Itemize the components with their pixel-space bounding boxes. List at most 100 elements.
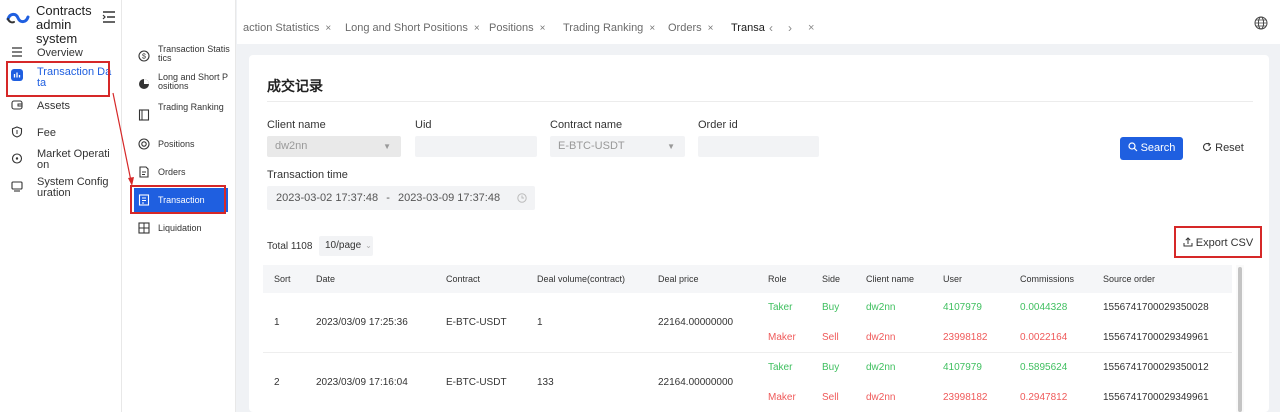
submenu-item-long-short-positions[interactable]: Long and Short Positions <box>134 70 234 98</box>
cell-price: 22164.00000000 <box>658 317 734 328</box>
menu-item-system-configuration[interactable]: System Configuration <box>0 174 122 202</box>
submenu-item-orders[interactable]: Orders <box>134 164 234 192</box>
submenu-label: Transaction Statistics <box>158 44 230 63</box>
search-button[interactable]: Search <box>1120 137 1183 160</box>
page-size-select[interactable]: 10/page ⌄ <box>319 236 373 256</box>
shield-icon <box>11 126 23 138</box>
cell-source-order: 1556741700029349961 <box>1103 332 1209 343</box>
tab-long-short-positions[interactable]: Long and Short Positions × <box>345 20 480 36</box>
table-row[interactable]: 1 2023/03/09 17:25:36 E-BTC-USDT 1 22164… <box>263 293 1232 353</box>
close-icon[interactable]: × <box>808 22 815 34</box>
close-icon[interactable]: × <box>473 23 480 34</box>
submenu-label: Trading Ranking <box>158 102 224 112</box>
refresh-icon <box>1203 142 1212 152</box>
tab-transaction-statistics[interactable]: action Statistics × <box>243 20 331 36</box>
menu-label: Assets <box>37 100 71 112</box>
pie-icon <box>139 79 149 89</box>
highlight-box-menu <box>6 61 110 97</box>
range-separator: - <box>386 192 390 204</box>
column-header: Side <box>822 274 841 284</box>
highlight-box-export <box>1174 226 1262 258</box>
cell-client: dw2nn <box>866 362 896 373</box>
menu-item-market-operation[interactable]: Market Operation <box>0 146 122 174</box>
cell-side: Sell <box>822 332 839 343</box>
clock-icon <box>517 193 527 203</box>
menu-item-transaction-data[interactable]: Transaction Data <box>0 65 122 95</box>
menu-item-overview[interactable]: Overview <box>0 45 122 61</box>
grid-icon <box>138 222 150 234</box>
upload-icon <box>1183 237 1193 247</box>
reset-button[interactable]: Reset <box>1195 137 1251 160</box>
table-row[interactable]: 2 2023/03/09 17:16:04 E-BTC-USDT 133 221… <box>263 353 1232 412</box>
menu-fold-icon[interactable] <box>102 10 116 24</box>
close-icon[interactable]: × <box>707 23 714 34</box>
cell-price: 22164.00000000 <box>658 377 734 388</box>
submenu-item-transaction-statistics[interactable]: $ Transaction Statistics <box>134 42 234 70</box>
page-title: 成交记录 <box>267 78 323 94</box>
menu-item-fee[interactable]: Fee <box>0 125 122 141</box>
contract-name-select[interactable]: E-BTC-USDT ▼ <box>550 136 685 157</box>
tab-orders[interactable]: Orders × <box>668 20 713 36</box>
cell-volume: 133 <box>537 377 554 388</box>
tab-next-icon[interactable]: › <box>788 21 792 35</box>
tab-positions[interactable]: Positions × <box>489 20 545 36</box>
cell-role: Maker <box>768 332 796 343</box>
logo-row: Contracts admin system <box>6 4 118 46</box>
svg-text:$: $ <box>142 54 146 61</box>
cell-sort: 2 <box>274 377 280 388</box>
book-icon <box>138 109 150 121</box>
cell-client: dw2nn <box>866 332 896 343</box>
export-csv-button[interactable]: Export CSV <box>1177 231 1259 255</box>
sub-sidebar: $ Transaction Statistics Long and Short … <box>122 0 236 412</box>
client-name-label: Client name <box>267 119 326 131</box>
chevron-down-icon: ▼ <box>667 142 675 151</box>
cell-role: Maker <box>768 392 796 403</box>
cell-contract: E-BTC-USDT <box>446 377 507 388</box>
cell-commission: 0.0044328 <box>1020 302 1068 313</box>
cell-role: Taker <box>768 362 793 373</box>
content-card: 成交记录 Client name dw2nn ▼ Uid Contract na… <box>249 55 1269 412</box>
globe-icon[interactable] <box>1254 16 1268 30</box>
column-header: Client name <box>866 274 915 284</box>
menu-label: Market Operation <box>37 148 110 171</box>
reset-label: Reset <box>1215 142 1244 154</box>
search-label: Search <box>1140 142 1176 154</box>
close-icon[interactable]: × <box>649 23 656 34</box>
submenu-item-liquidation[interactable]: Liquidation <box>134 220 234 248</box>
cell-source-order: 1556741700029349961 <box>1103 392 1209 403</box>
chevron-down-icon: ⌄ <box>365 241 372 250</box>
close-icon[interactable]: × <box>539 23 546 34</box>
cell-sort: 1 <box>274 317 280 328</box>
dollar-circle-icon: $ <box>138 50 150 62</box>
uid-label: Uid <box>415 119 432 131</box>
submenu-item-positions[interactable]: Positions <box>134 136 234 164</box>
client-name-select[interactable]: dw2nn ▼ <box>267 136 401 157</box>
table-scrollbar-thumb[interactable] <box>1238 267 1242 412</box>
column-header: Source order <box>1103 274 1156 284</box>
contract-name-value: E-BTC-USDT <box>558 140 625 152</box>
tab-prev-icon[interactable]: ‹ <box>769 21 773 35</box>
order-id-input[interactable] <box>698 136 819 157</box>
export-label: Export CSV <box>1195 237 1254 249</box>
transaction-time-label: Transaction time <box>267 169 348 181</box>
target-icon <box>138 138 150 150</box>
menu-item-assets[interactable]: Assets <box>0 98 122 114</box>
cell-user: 4107979 <box>943 362 982 373</box>
tab-label: Long and Short Positions <box>345 22 468 34</box>
uid-input[interactable] <box>415 136 537 157</box>
submenu-item-trading-ranking[interactable]: Trading Ranking <box>134 100 234 128</box>
table-header: Sort Date Contract Deal volume(contract)… <box>263 265 1232 293</box>
tab-trading-ranking[interactable]: Trading Ranking × <box>563 20 655 36</box>
column-header: Deal volume(contract) <box>537 274 626 284</box>
cell-commission: 0.0022164 <box>1020 332 1068 343</box>
submenu-label: Orders <box>158 167 186 177</box>
submenu-item-transaction[interactable]: Transaction <box>134 188 228 212</box>
tab-transaction[interactable]: Transa <box>731 20 765 36</box>
transaction-time-range-picker[interactable]: 2023-03-02 17:37:48 - 2023-03-09 17:37:4… <box>267 186 535 210</box>
column-header: Deal price <box>658 274 699 284</box>
divider <box>267 101 1253 102</box>
tab-label: Trading Ranking <box>563 22 644 34</box>
receipt-icon <box>138 194 150 206</box>
close-icon[interactable]: × <box>325 23 332 34</box>
cell-user: 23998182 <box>943 332 988 343</box>
